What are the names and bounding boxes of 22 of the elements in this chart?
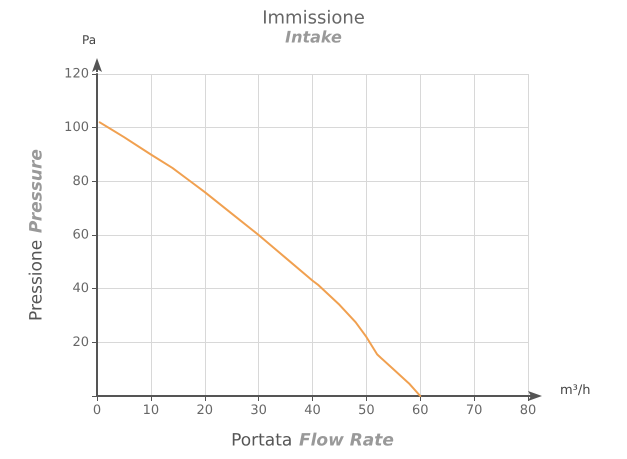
y-tick-label: 60 [72, 228, 89, 242]
x-tick-label: 10 [142, 403, 160, 418]
y-tick-label: 80 [72, 174, 89, 189]
x-axis-title: Portata Flow Rate [231, 430, 394, 450]
y-tick-label: 20 [72, 334, 89, 350]
chart-title: Immissione [262, 8, 365, 28]
x-tick-label: 30 [250, 403, 267, 418]
x-tick-label: 0 [92, 403, 102, 418]
y-axis-title: Pressione Pressure [26, 149, 46, 321]
chart-subtitle: Intake [285, 28, 342, 46]
x-tick-label: 20 [196, 403, 214, 418]
x-tick-label: 40 [304, 403, 321, 418]
text: m³/h [560, 383, 590, 398]
text: Pa [82, 33, 96, 47]
x-tick-label: 50 [358, 403, 375, 418]
x-tick-label: 60 [412, 403, 429, 418]
x-tick-label: 70 [466, 403, 482, 418]
y-tick-label: 40 [72, 281, 89, 296]
y-tick-label: 120 [64, 66, 89, 82]
x-tick-label: 80 [520, 403, 536, 418]
y-tick-label: 100 [64, 120, 89, 136]
line-series [98, 121, 422, 397]
